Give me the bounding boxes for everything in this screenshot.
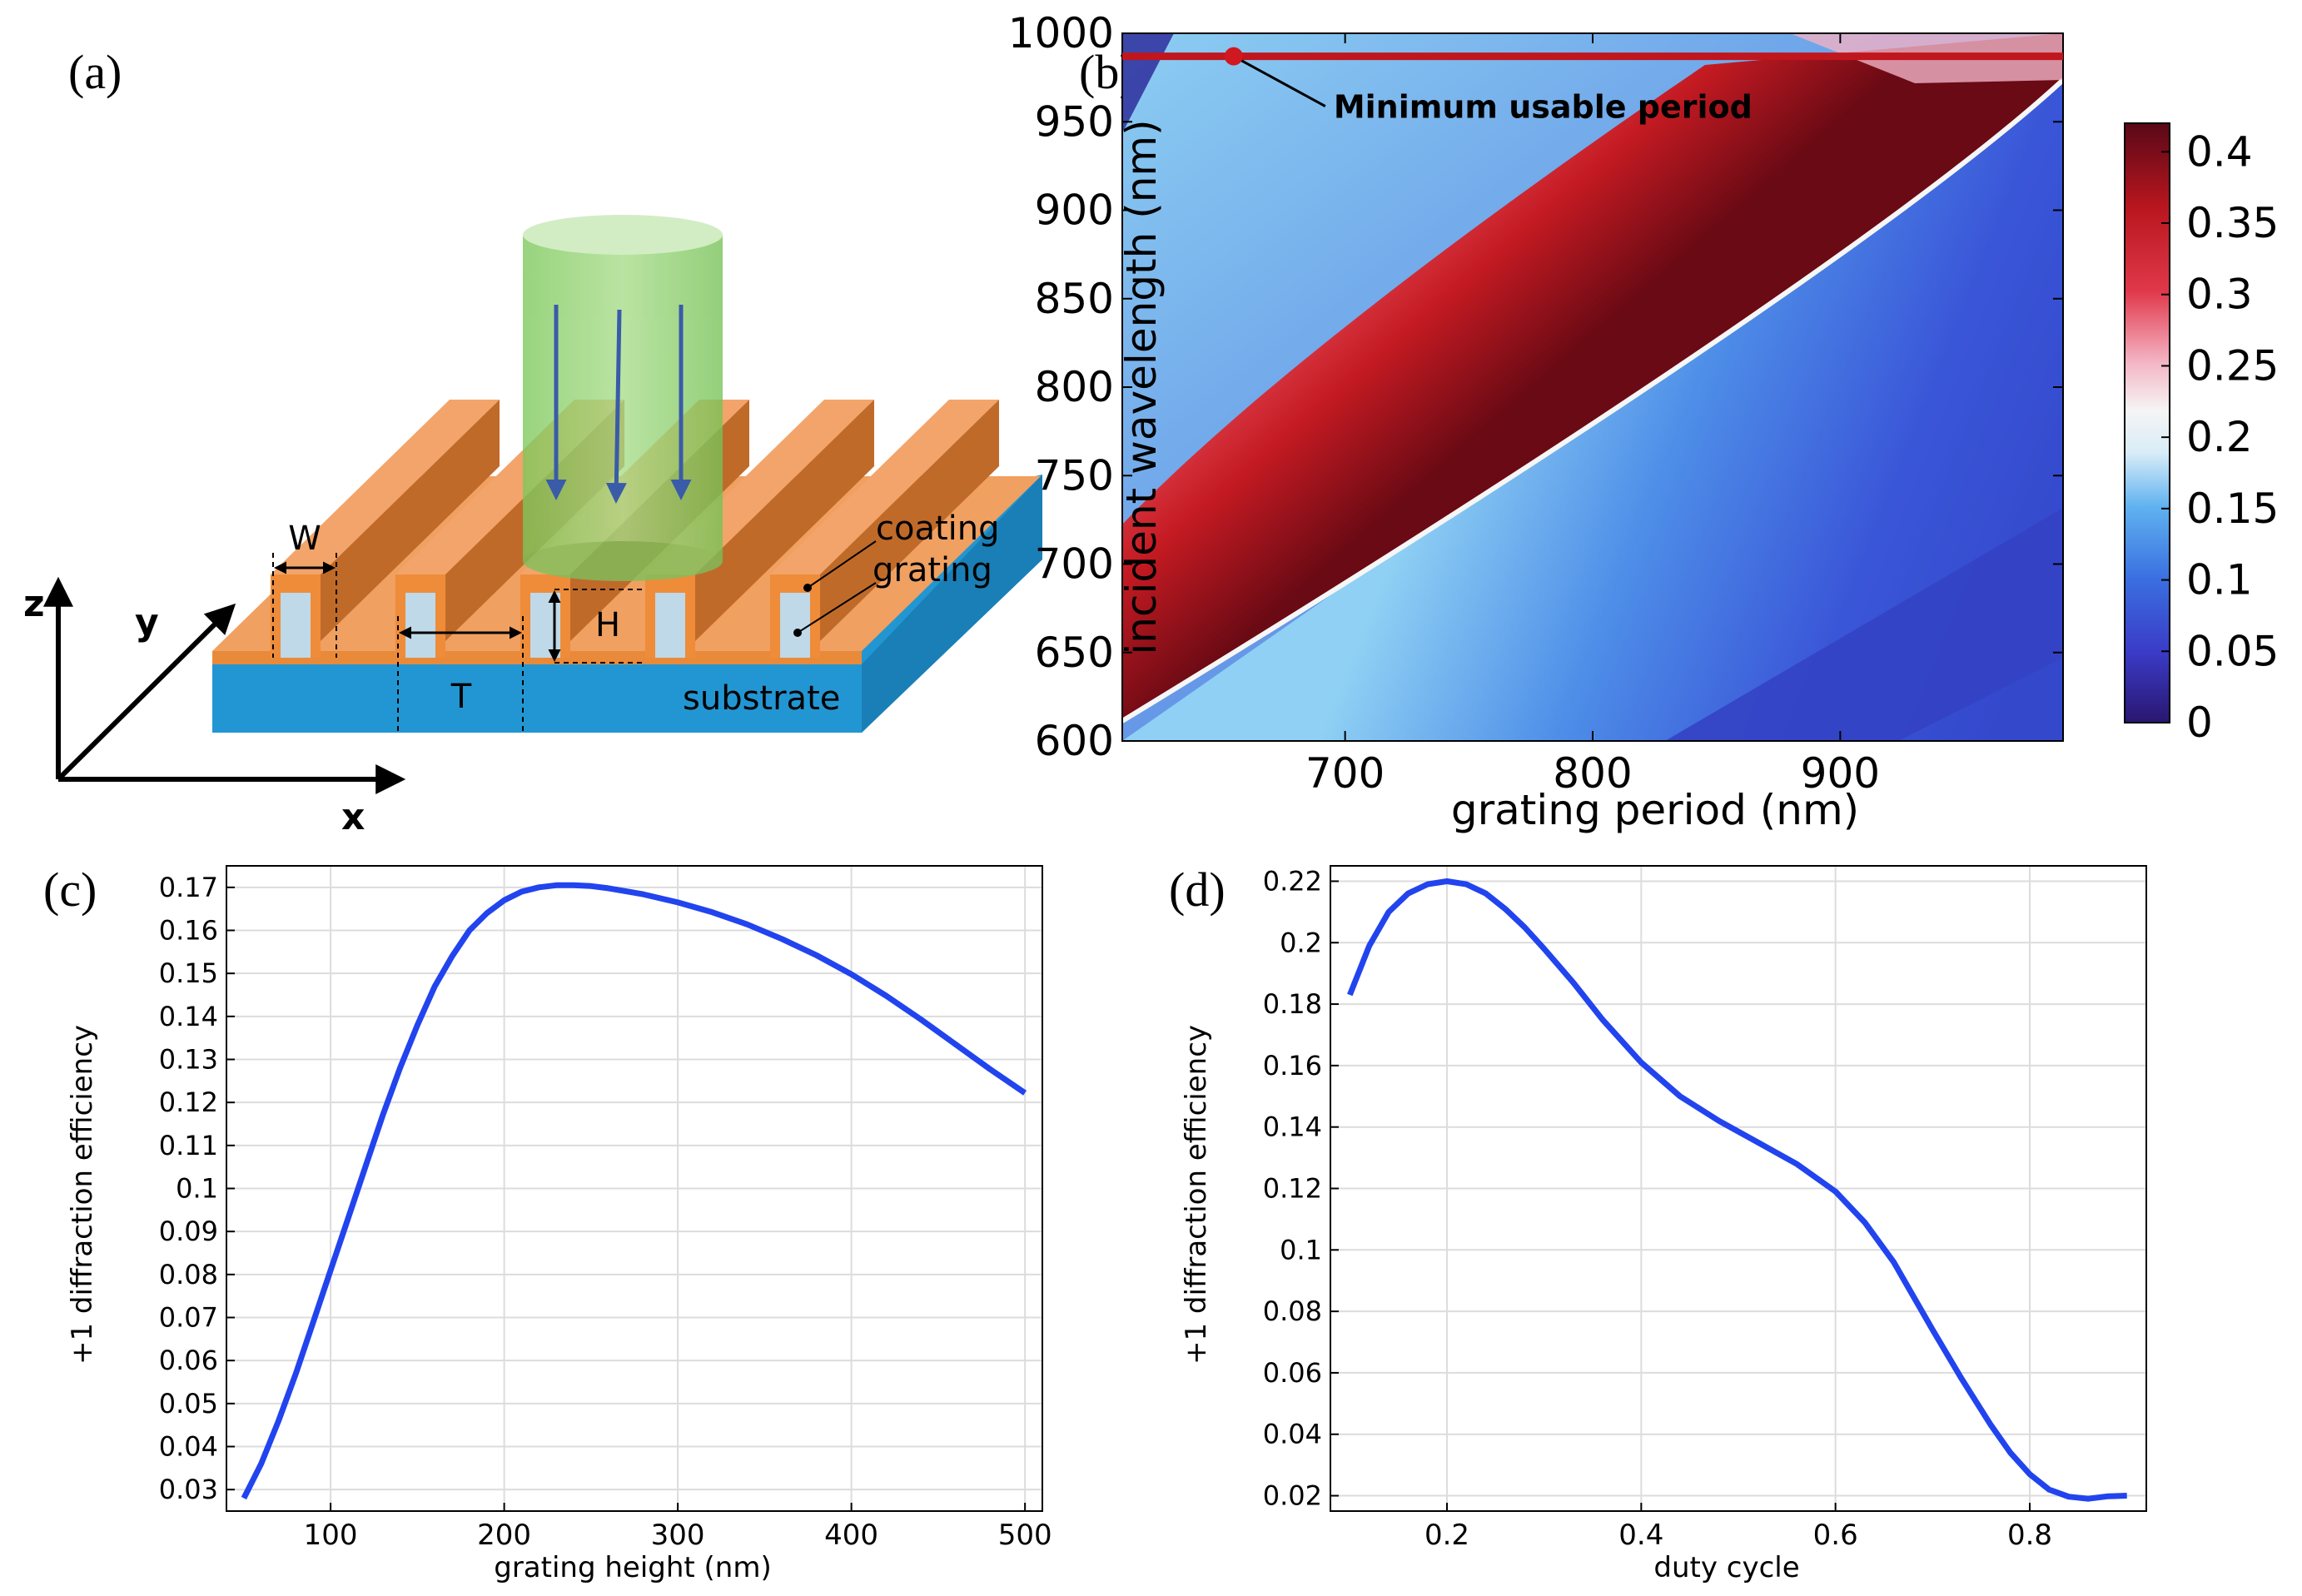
- series-line: [241, 882, 1027, 1500]
- panel-a-label: (a): [68, 45, 122, 99]
- panel-d: (d) 0.2 0.4 0.6 0.80.020.040.060.080.10.120…: [1169, 863, 2147, 1584]
- heatmap-xtick-label: 700: [1305, 749, 1385, 798]
- panel-d-label: (d): [1169, 863, 1226, 917]
- colorbar: 0 0.05 0.1 0.15 0.2 0.25 0.3 0.35 0.4: [2124, 122, 2279, 747]
- ytick-label: 0.17: [159, 872, 218, 903]
- heatmap-ytick-label: 700: [1035, 540, 1114, 589]
- chart-d-ylabel: +1 diffraction efficiency: [1180, 1025, 1213, 1365]
- ytick-label: 0.12: [1263, 1173, 1322, 1205]
- label-t: T: [450, 678, 472, 716]
- incident-beam: [523, 215, 723, 581]
- ytick-label: 0.13: [159, 1044, 218, 1076]
- axis-y-label: y: [135, 601, 159, 644]
- dimension-h: H: [548, 589, 644, 664]
- heatmap-ytick-label: 800: [1035, 363, 1114, 411]
- chart-d: 0.2 0.4 0.6 0.8 0.02 0.04 0.06 0.08 0.1 0.12 0.14 0…: [1263, 865, 2147, 1552]
- ytick-label: 0.14: [159, 1001, 218, 1032]
- ytick-label: 0.2: [1280, 927, 1322, 958]
- colorbar-tick-label: 0.25: [2186, 341, 2279, 390]
- heatmap-xtick-label: 800: [1553, 749, 1632, 798]
- annotation-label: Minimum usable period: [1334, 89, 1753, 126]
- colorbar-tick-label: 0.4: [2186, 127, 2253, 176]
- ytick-label: 0.08: [1263, 1295, 1322, 1327]
- xtick-label: 0.8: [2007, 1519, 2052, 1552]
- ytick-label: 0.05: [159, 1388, 218, 1419]
- ytick-label: 0.07: [159, 1302, 218, 1334]
- heatmap-ytick-label: 900: [1035, 186, 1114, 235]
- ytick-label: 0.14: [1263, 1111, 1322, 1143]
- ytick-label: 0.06: [1263, 1357, 1322, 1389]
- ytick-label: 0.16: [1263, 1050, 1322, 1081]
- callouts: coating grating substrate: [683, 510, 1000, 718]
- annotation-leader: [1233, 55, 1326, 107]
- heatmap-ytick-label: 950: [1035, 97, 1114, 146]
- colorbar-tick-label: 0.15: [2186, 485, 2279, 533]
- xtick-label: 100: [304, 1519, 358, 1552]
- xtick-label: 0.6: [1813, 1519, 1858, 1552]
- ytick-label: 0.02: [1263, 1480, 1322, 1512]
- ytick-label: 0.04: [1263, 1419, 1322, 1450]
- panel-c-label: (c): [43, 863, 97, 917]
- xtick-label: 0.4: [1618, 1519, 1663, 1552]
- ytick-label: 0.08: [159, 1259, 218, 1290]
- chart-c-ylabel: +1 diffraction efficiency: [66, 1025, 99, 1365]
- label-coating: coating: [876, 510, 1000, 548]
- chart-d-xlabel: duty cycle: [1653, 1551, 1799, 1584]
- xtick-label: 0.2: [1424, 1519, 1469, 1552]
- heatmap-xlabel: grating period (nm): [1451, 786, 1859, 834]
- heatmap-ytick-label: 850: [1035, 275, 1114, 323]
- heatmap-ytick-label: 1000: [1008, 9, 1114, 57]
- axis-z-label: z: [23, 583, 45, 625]
- ytick-label: 0.12: [159, 1086, 218, 1118]
- dimension-t: T: [397, 616, 524, 733]
- heatmap-axes: 700 800 900 600 650 700 750 800 850 900 950 1000: [1008, 9, 2063, 798]
- series-line: [1347, 878, 2127, 1502]
- heatmap-xtick-label: 900: [1801, 749, 1880, 798]
- panel-b: (b) Minimum usable period 700 800 90060065…: [1008, 9, 2280, 834]
- xtick-label: 200: [477, 1519, 531, 1552]
- heatmap-field: [1122, 33, 2063, 741]
- label-substrate: substrate: [683, 679, 840, 718]
- heatmap-ylabel: incident wavelength (nm): [1117, 119, 1166, 654]
- ytick-label: 0.15: [159, 957, 218, 989]
- beam-arrows: [545, 305, 692, 504]
- ytick-label: 0.03: [159, 1474, 218, 1505]
- dimension-w: W: [272, 520, 337, 658]
- xtick-label: 500: [998, 1519, 1052, 1552]
- colorbar-tick-label: 0: [2186, 699, 2213, 747]
- ytick-label: 0.11: [159, 1130, 218, 1161]
- heatmap-ytick-label: 750: [1035, 451, 1114, 500]
- ytick-label: 0.04: [159, 1431, 218, 1463]
- colorbar-tick-label: 0.2: [2186, 413, 2253, 461]
- panel-c: (c) 100 200 300 400 500 0.03 0.04 0.05 0.06 0.07 0…: [43, 863, 1052, 1584]
- xtick-label: 400: [824, 1519, 878, 1552]
- heatmap-annotations: Minimum usable period: [1122, 47, 2063, 126]
- chart-c: 100 200 300 400 500 0.03 0.04 0.05 0.06 0.07 0.08 0…: [159, 865, 1052, 1552]
- heatmap-ytick-label: 600: [1035, 717, 1114, 765]
- axis-x-label: x: [341, 796, 365, 838]
- colorbar-tick-label: 0.1: [2186, 556, 2253, 604]
- ytick-label: 0.16: [159, 915, 218, 947]
- minimum-period-point: [1224, 47, 1243, 66]
- coordinate-axes: z y x: [23, 576, 406, 838]
- chart-c-xlabel: grating height (nm): [494, 1551, 772, 1584]
- ytick-label: 0.22: [1263, 865, 1322, 897]
- ytick-label: 0.18: [1263, 988, 1322, 1020]
- colorbar-tick-label: 0.05: [2186, 627, 2279, 675]
- panel-a: (a): [23, 45, 1042, 838]
- label-h: H: [595, 606, 620, 644]
- colorbar-tick-label: 0.35: [2186, 199, 2279, 247]
- ytick-label: 0.09: [159, 1216, 218, 1247]
- ytick-label: 0.1: [176, 1173, 218, 1205]
- ytick-label: 0.06: [159, 1345, 218, 1376]
- colorbar-tick-label: 0.3: [2186, 271, 2253, 319]
- xtick-label: 300: [651, 1519, 705, 1552]
- label-grating: grating: [873, 551, 992, 589]
- label-w: W: [288, 520, 321, 558]
- ytick-label: 0.1: [1280, 1234, 1322, 1265]
- heatmap-ytick-label: 650: [1035, 629, 1114, 677]
